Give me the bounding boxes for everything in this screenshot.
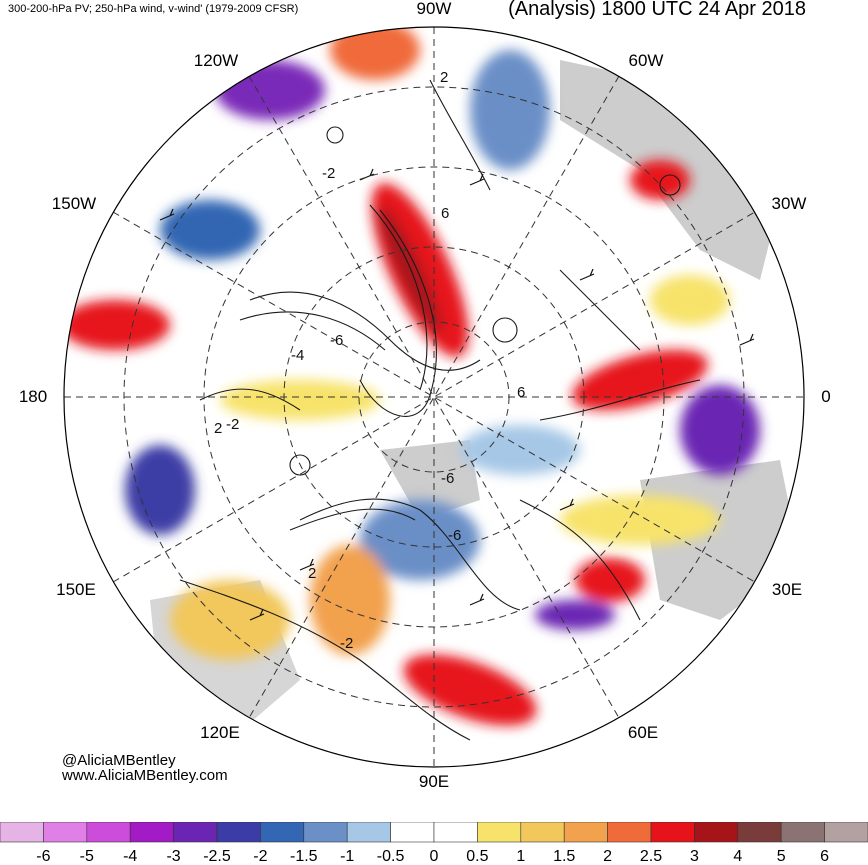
colorbar-label: 2: [603, 848, 612, 865]
lon-label-180: 180: [18, 387, 48, 406]
contour-label: -2: [340, 635, 353, 652]
contour-label: -2: [322, 165, 335, 182]
lon-label-30w: 30W: [771, 194, 807, 213]
lon-label-120e: 120E: [200, 723, 240, 742]
colorbar-label: 6: [820, 848, 829, 865]
contour-label: 6: [441, 205, 449, 222]
contour-labels: 2-26-6-42 -26-62-2-6: [214, 69, 525, 652]
colorbar: -6 -5 -4 -3 -2.5 -2 -1.5 -1 -0.5 0 0.5 1 1.5 2 2.5 3 4 5 6: [0, 822, 868, 865]
colorbar-swatch: [694, 822, 739, 843]
colorbar-swatch: [43, 822, 88, 843]
colorbar-label: 2.5: [640, 848, 662, 865]
pv-anomaly-shading: [64, 27, 760, 726]
colorbar-swatch: [86, 822, 131, 843]
lon-label-90w: 90W: [416, 0, 452, 18]
latitude-longitude-grid: [64, 27, 804, 767]
colorbar-label: 5: [777, 848, 786, 865]
map-title-right: (Analysis) 1800 UTC 24 Apr 2018: [508, 0, 806, 20]
colorbar-label: -6: [36, 848, 50, 865]
colorbar-label: -5: [80, 848, 94, 865]
colorbar-swatch: [346, 822, 391, 843]
credit-website: www.AliciaMBentley.com: [62, 767, 228, 784]
lon-label-90e: 90E: [418, 772, 450, 791]
lon-label-60e: 60E: [627, 723, 659, 742]
polar-map: 2-26-6-42 -26-62-2-6: [63, 26, 805, 768]
colorbar-swatch: [780, 822, 825, 843]
contour-label: -6: [330, 332, 343, 349]
contour-label: -6: [441, 470, 454, 487]
colorbar-label: -3: [166, 848, 180, 865]
contour-label: 6: [517, 384, 525, 401]
colorbar-swatch: [824, 822, 868, 843]
colorbar-swatch: [737, 822, 782, 843]
map-title-left: 300-200-hPa PV; 250-hPa wind, v-wind' (1…: [8, 3, 299, 15]
colorbar-label: 4: [733, 848, 742, 865]
colorbar-swatch: [650, 822, 695, 843]
colorbar-label: 3: [690, 848, 699, 865]
colorbar-label: -2: [253, 848, 267, 865]
colorbar-label: 0: [430, 848, 439, 865]
colorbar-swatch: [433, 822, 478, 843]
colorbar-swatch: [477, 822, 522, 843]
colorbar-label: -4: [123, 848, 137, 865]
contour-label: -4: [291, 347, 304, 364]
colorbar-label: 0.5: [466, 848, 488, 865]
colorbar-label: -1: [340, 848, 354, 865]
lon-label-60w: 60W: [628, 51, 664, 70]
colorbar-swatch: [260, 822, 305, 843]
colorbar-swatch: [303, 822, 348, 843]
colorbar-swatch: [129, 822, 174, 843]
contour-label: -2: [226, 416, 239, 433]
colorbar-swatch: [173, 822, 218, 843]
map-boundary: [63, 26, 805, 768]
colorbar-label: 1.5: [553, 848, 575, 865]
lon-label-0: 0: [821, 387, 831, 406]
colorbar-label: 1: [516, 848, 525, 865]
credit-twitter: @AliciaMBentley: [62, 752, 176, 769]
colorbar-label: -2.5: [203, 848, 231, 865]
contour-label: 2: [214, 420, 222, 437]
colorbar-swatch: [0, 822, 44, 843]
colorbar-swatch: [563, 822, 608, 843]
lon-label-150e: 150E: [56, 580, 96, 599]
contour-label: 2: [440, 69, 448, 86]
colorbar-swatch: [520, 822, 565, 843]
colorbar-swatch: [607, 822, 652, 843]
colorbar-label: -0.5: [377, 848, 405, 865]
pv-contours: [179, 79, 701, 741]
lon-label-120w: 120W: [193, 51, 239, 70]
colorbar-swatch: [216, 822, 261, 843]
colorbar-label: -1.5: [290, 848, 318, 865]
lon-label-30e: 30E: [771, 580, 803, 599]
contour-label: 2: [308, 565, 316, 582]
colorbar-swatch: [390, 822, 435, 843]
lon-label-150w: 150W: [51, 194, 97, 213]
map-disc: [64, 27, 804, 767]
contour-label: -6: [448, 527, 461, 544]
